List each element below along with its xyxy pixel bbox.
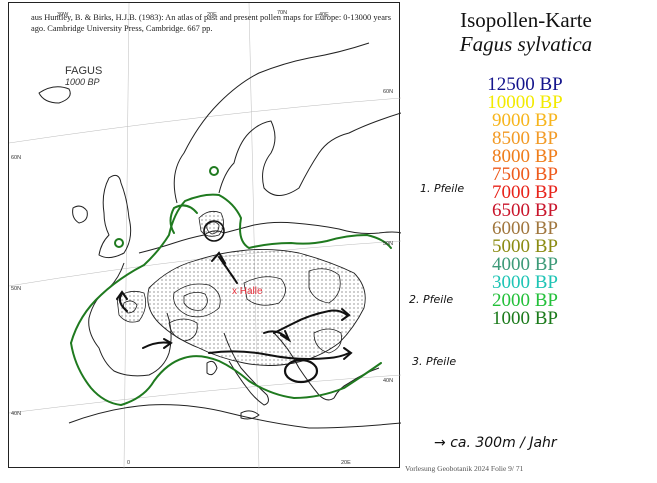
rate-arrow-icon: →	[434, 435, 446, 451]
coord-0: 0	[127, 460, 130, 466]
coord-30w: 30W	[57, 12, 68, 18]
species-name: Fagus sylvatica	[421, 32, 631, 56]
coord-40n-right: 40N	[383, 378, 393, 384]
note-arrow-2: 2. Pfeile	[409, 293, 453, 306]
footer: Vorlesung Geobotanik 2024 Folie 9/ 71	[405, 464, 523, 473]
map-subtitle: 1000 BP	[65, 77, 102, 88]
coord-60n-right: 60N	[383, 89, 393, 95]
coord-50n-left: 50N	[11, 286, 21, 292]
coord-60n-left: 60N	[11, 155, 21, 161]
title: Isopollen-Karte	[460, 8, 592, 32]
note-arrow-3: 3. Pfeile	[412, 355, 456, 368]
coord-50n-right: 50N	[383, 241, 393, 247]
halle-marker: x Halle	[232, 286, 263, 297]
coord-40n-left: 40N	[11, 411, 21, 417]
coord-40e: 40E	[319, 12, 329, 18]
coastline	[39, 43, 401, 428]
coord-20e-top: 20E	[207, 12, 217, 18]
bp-legend: 12500 BP 10000 BP 9000 BP 8500 BP 8000 BP 750…	[455, 76, 595, 328]
note-arrow-1: 1. Pfeile	[420, 182, 464, 195]
coord-20e-bottom: 20E	[341, 460, 351, 466]
side-title: Isopollen-Karte Fagus sylvatica	[421, 8, 631, 56]
coord-70n: 70N	[277, 10, 287, 16]
map-title: FAGUS	[65, 66, 102, 77]
rate-text: ca. 300m / Jahr	[450, 435, 557, 451]
pollen-map: aus Huntley, B. & Birks, H.J.B. (1983): …	[8, 2, 400, 468]
rate-note: → ca. 300m / Jahr	[434, 435, 557, 451]
bp-item: 1000 BP	[455, 310, 595, 328]
map-title-block: FAGUS 1000 BP	[65, 66, 102, 88]
